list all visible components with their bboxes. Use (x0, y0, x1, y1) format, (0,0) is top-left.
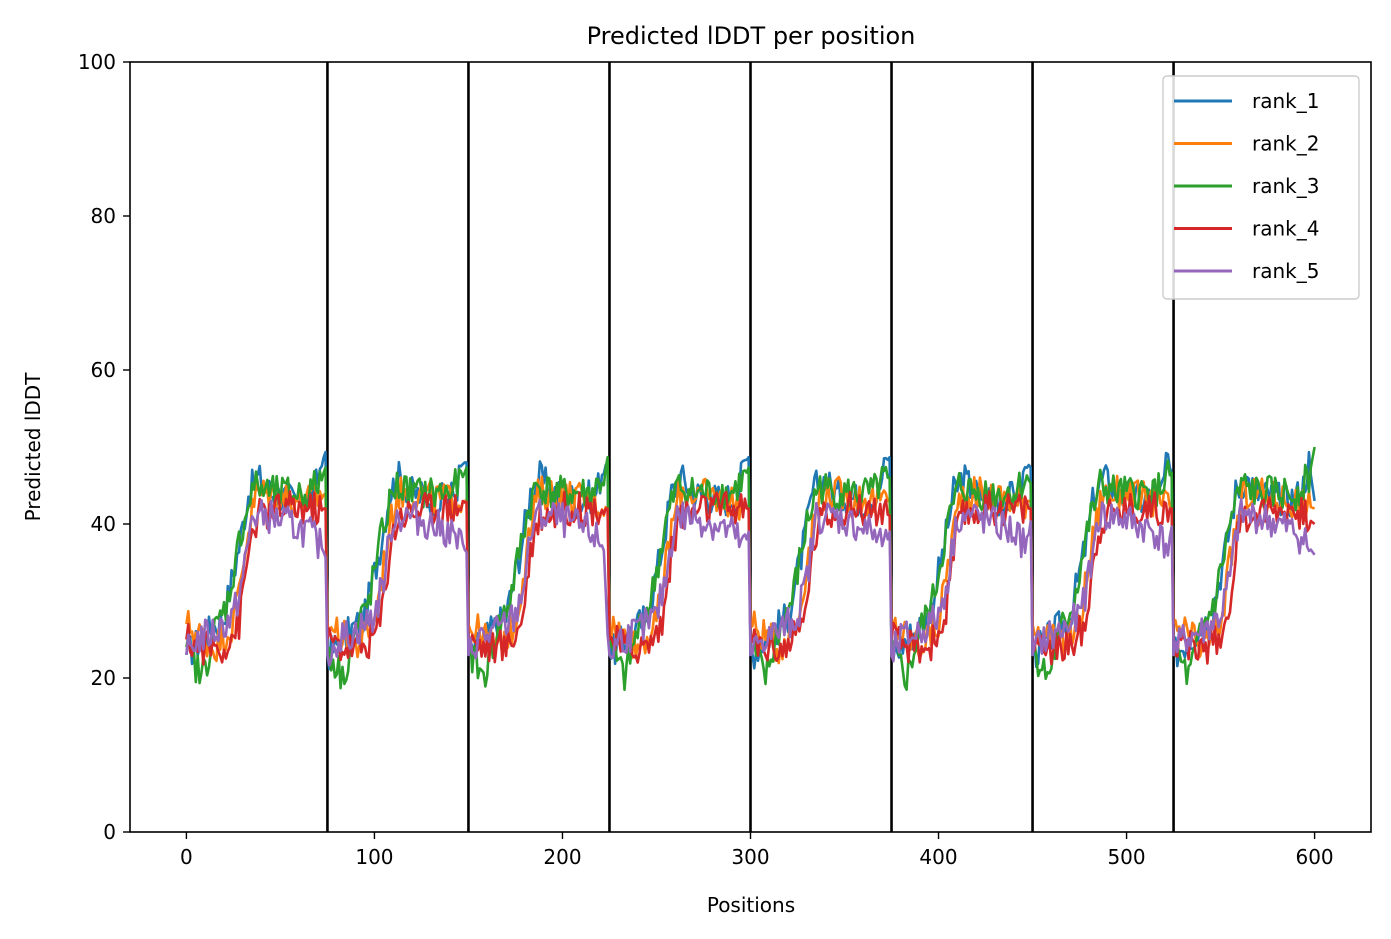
y-tick-label: 0 (103, 820, 116, 844)
x-tick-label: 100 (355, 845, 393, 869)
y-axis-title: Predicted lDDT (21, 372, 45, 522)
chain-boundaries (326, 62, 1175, 832)
legend-label-rank_4: rank_4 (1252, 217, 1319, 241)
x-tick-label: 200 (543, 845, 581, 869)
series-lines (185, 446, 1316, 692)
x-tick-label: 500 (1107, 845, 1145, 869)
legend-label-rank_3: rank_3 (1252, 174, 1319, 198)
x-axis: 0 100 200 300 400 500 600 (180, 832, 1334, 869)
chart-title: Predicted lDDT per position (587, 22, 916, 50)
x-tick-label: 300 (731, 845, 769, 869)
y-tick-label: 20 (91, 666, 116, 690)
x-tick-label: 600 (1295, 845, 1333, 869)
y-tick-label: 40 (91, 512, 116, 536)
y-tick-label: 80 (91, 204, 116, 228)
legend-label-rank_5: rank_5 (1252, 259, 1319, 283)
legend-frame (1162, 75, 1360, 300)
x-tick-label: 400 (919, 845, 957, 869)
y-tick-label: 100 (78, 50, 116, 74)
y-axis: 0 20 40 60 80 100 (78, 50, 130, 844)
legend: rank_1 rank_2 rank_3 rank_4 rank_5 (1162, 75, 1360, 300)
series-line-rank_5 (185, 498, 1316, 667)
legend-label-rank_1: rank_1 (1252, 89, 1319, 113)
x-axis-title: Positions (707, 893, 795, 917)
y-tick-label: 60 (91, 358, 116, 382)
legend-label-rank_2: rank_2 (1252, 132, 1319, 156)
x-tick-label: 0 (180, 845, 193, 869)
